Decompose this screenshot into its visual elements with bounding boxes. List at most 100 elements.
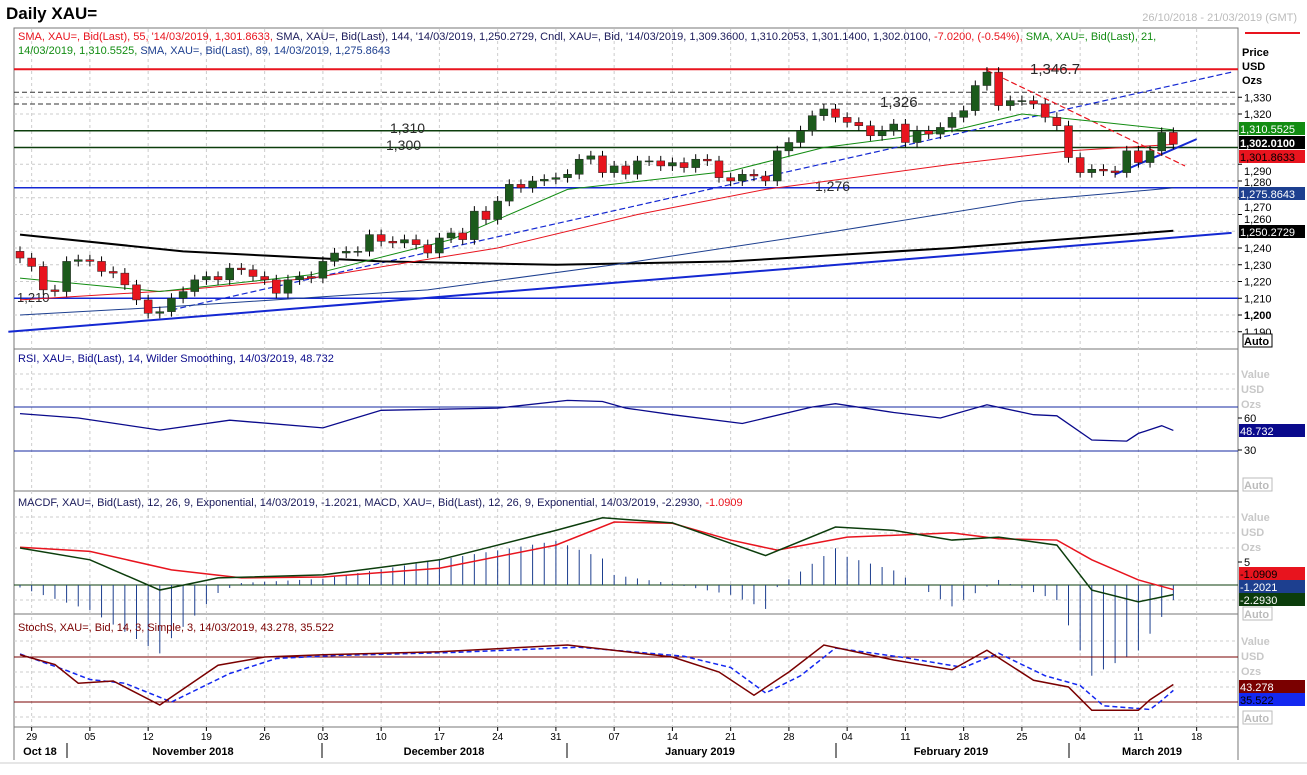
auto-scale-label: Auto [1244,480,1269,492]
macd-signal-legend: -1.0909 [705,497,743,509]
candle [959,110,968,118]
candle [353,251,363,253]
legend-segment: 14/03/2019, 1,310.5525, [18,45,141,57]
candle [621,165,631,175]
level-label: 1,310 [390,120,425,136]
value-badge-label: 35.522 [1240,695,1274,707]
trendline [8,231,1232,333]
candle [796,130,805,143]
candle [458,232,467,240]
candle [901,123,910,143]
candle [656,160,665,167]
candle [237,267,246,271]
candle [132,284,141,301]
macdf-legend: MACDF, XAU=, Bid(Last), 12, 26, 9, Expon… [18,497,365,509]
value-header: USD [1241,527,1264,539]
candle [644,160,654,163]
date-label: 10 [376,732,388,743]
value-badge [1239,136,1305,149]
date-label: 03 [317,732,329,743]
candle [470,210,479,240]
date-label: 11 [900,732,911,743]
value-header: USD [1241,651,1264,663]
month-label: February 2019 [914,746,989,758]
level-label: 1,346.7 [1030,61,1080,78]
candle [97,261,106,272]
candle [1075,157,1085,173]
value-badge-label: -1.0909 [1240,569,1277,581]
auto-scale-button[interactable] [1242,333,1273,348]
candle [1087,169,1097,173]
date-label: 18 [1191,732,1203,743]
candle [120,272,130,286]
candle [318,261,328,279]
candle [341,251,351,254]
value-badge [1239,122,1305,135]
value-header: Ozs [1241,542,1261,554]
auto-scale-button[interactable] [1242,710,1273,725]
value-badge [1239,580,1305,593]
value-badge-label: 1,250.2729 [1240,227,1295,239]
level-label: 1,300 [386,137,421,153]
sma144-line [19,229,1174,266]
sma55-line [19,143,1174,301]
candle [842,117,852,123]
candle [819,108,829,116]
date-label: 07 [609,732,621,743]
price-legend-line2: 14/03/2019, 1,310.5525, SMA, XAU=, Bid(L… [18,45,390,57]
date-label: 04 [1075,732,1087,743]
date-label: 25 [1016,732,1028,743]
macd-line [19,517,1174,603]
candle [947,117,957,128]
price-tick-label: 1,320 [1244,109,1272,121]
value-badge-label: -2.2930 [1240,595,1277,607]
candle [505,184,514,202]
date-range: 26/10/2018 - 21/03/2019 (GMT) [1142,12,1297,24]
value-badge [1239,693,1305,706]
auto-scale-button[interactable] [1242,606,1273,621]
candle [714,160,724,178]
price-tick-label: 1,230 [1244,260,1272,272]
value-badge [1239,567,1305,580]
candle [225,267,234,281]
date-label: 05 [84,732,96,743]
value-badge-label: 1,310.5525 [1240,124,1295,136]
value-badge-label: 43.278 [1240,682,1274,694]
candle [551,177,561,180]
candle [108,271,118,274]
date-label: 29 [26,732,38,743]
candle [411,239,421,245]
value-header: Value [1241,636,1270,648]
panel-frame [13,490,1239,615]
candle [376,234,386,242]
candle [260,276,269,281]
candle [679,162,689,168]
candle [574,158,584,175]
candle [1017,100,1027,102]
month-label: Oct 18 [23,746,57,758]
date-label: 31 [550,732,562,743]
legend-segment: SMA, XAU=, Bid(Last), 89, 14/03/2019, 1,… [140,45,391,57]
legend-segment: SMA, XAU=, Bid(Last), 21, [1025,31,1157,43]
candle [877,130,887,137]
candle [1040,103,1050,118]
date-label: 28 [783,732,795,743]
candle [295,276,304,281]
candle [1006,100,1015,106]
candle [283,279,293,294]
price-tick-label: 1,240 [1244,243,1272,255]
candle [493,200,502,220]
legend-segment: Cndl, XAU=, Bid, '14/03/2019, 1,309.3600… [540,31,934,43]
candle [691,158,700,168]
price-axis-header: USD [1242,61,1265,73]
candle [528,180,537,188]
candle [773,150,782,182]
candle [1122,150,1131,173]
candle [807,115,817,132]
value-header: Ozs [1241,666,1261,678]
candle [167,298,176,312]
candle [633,160,642,175]
auto-scale-button[interactable] [1242,477,1273,492]
candle [609,165,619,173]
